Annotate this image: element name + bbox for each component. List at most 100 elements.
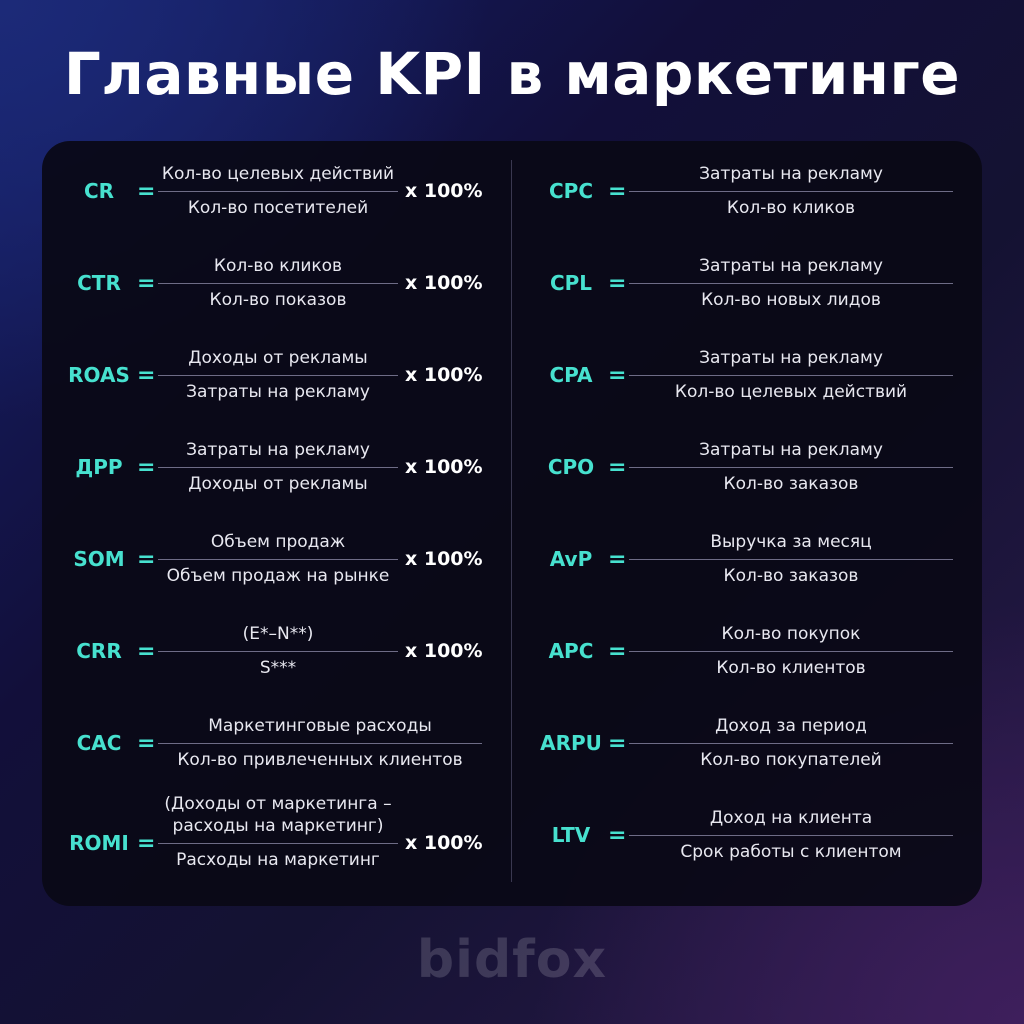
numerator: Кол-во кликов (213, 256, 343, 276)
fraction-bar (629, 375, 953, 376)
multiplier: x 100% (405, 364, 483, 386)
fraction-bar (629, 191, 953, 192)
denominator: Доходы от рекламы (188, 474, 368, 494)
multiplier: x 100% (405, 180, 483, 202)
numerator: Кол-во покупок (721, 624, 861, 644)
equals-sign: = (608, 546, 627, 572)
denominator: Кол-во кликов (726, 198, 856, 218)
denominator: Кол-во клиентов (716, 658, 866, 678)
fraction: Кол-во кликов Кол-во показов (158, 237, 398, 329)
equals-sign: = (608, 822, 627, 848)
formula-row-roas: ROAS = Доходы от рекламы Затраты на рекл… (42, 329, 512, 421)
metric-abbr: CRR (76, 639, 122, 663)
equals-sign: = (137, 638, 156, 664)
formula-row-cpc: CPC = Затраты на рекламу Кол-во кликов (512, 145, 982, 237)
metric-abbr: SOM (73, 547, 125, 571)
fraction: Объем продаж Объем продаж на рынке (158, 513, 398, 605)
fraction: Доход на клиента Срок работы с клиентом (629, 789, 953, 881)
metric-abbr: CTR (77, 271, 121, 295)
formula-row-cpa: CPA = Затраты на рекламу Кол-во целевых … (512, 329, 982, 421)
formula-row-arpu: ARPU = Доход за период Кол-во покупателе… (512, 697, 982, 789)
equals-sign: = (137, 362, 156, 388)
denominator: Расходы на маркетинг (176, 850, 380, 870)
fraction-bar (629, 835, 953, 836)
fraction: (Доходы от маркетинга – расходы на марке… (158, 793, 398, 893)
formula-row-drr: ДРР = Затраты на рекламу Доходы от рекла… (42, 421, 512, 513)
formula-row-cr: CR = Кол-во целевых действий Кол-во посе… (42, 145, 512, 237)
right-formula-column: CPC = Затраты на рекламу Кол-во кликов C… (512, 141, 982, 906)
fraction-bar (629, 283, 953, 284)
fraction-bar (629, 559, 953, 560)
numerator-line-2: расходы на маркетинг) (172, 816, 384, 836)
multiplier: x 100% (405, 640, 483, 662)
equals-sign: = (137, 546, 156, 572)
fraction-bar (629, 467, 953, 468)
denominator: Кол-во заказов (723, 566, 859, 586)
equals-sign: = (608, 730, 627, 756)
fraction: (E*–N**) S*** (158, 605, 398, 697)
equals-sign: = (608, 454, 627, 480)
multiplier: x 100% (405, 456, 483, 478)
denominator: Кол-во посетителей (187, 198, 369, 218)
formula-row-ltv: LTV = Доход на клиента Срок работы с кли… (512, 789, 982, 881)
fraction: Затраты на рекламу Кол-во заказов (629, 421, 953, 513)
metric-abbr: LTV (551, 823, 591, 847)
metric-abbr: ДРР (75, 455, 123, 479)
fraction-bar (158, 743, 482, 744)
fraction: Затраты на рекламу Кол-во целевых действ… (629, 329, 953, 421)
formula-card (42, 141, 982, 906)
fraction-bar (158, 843, 398, 844)
equals-sign: = (137, 270, 156, 296)
equals-sign: = (608, 270, 627, 296)
numerator: Затраты на рекламу (699, 164, 883, 184)
metric-abbr: CPC (548, 179, 593, 203)
denominator: Кол-во новых лидов (701, 290, 881, 310)
formula-row-cac: CAC = Маркетинговые расходы Кол-во привл… (42, 697, 512, 789)
numerator: Доход на клиента (709, 808, 873, 828)
numerator: Маркетинговые расходы (208, 716, 432, 736)
fraction-bar (158, 651, 398, 652)
equals-sign: = (137, 730, 156, 756)
fraction: Выручка за месяц Кол-во заказов (629, 513, 953, 605)
fraction: Доход за период Кол-во покупателей (629, 697, 953, 789)
formula-row-crr: CRR = (E*–N**) S*** x 100% (42, 605, 512, 697)
fraction-bar (158, 467, 398, 468)
fraction-bar (158, 375, 398, 376)
numerator: Затраты на рекламу (699, 256, 883, 276)
multiplier: x 100% (405, 548, 483, 570)
multiplier: x 100% (405, 272, 483, 294)
fraction: Затраты на рекламу Кол-во кликов (629, 145, 953, 237)
denominator: Кол-во целевых действий (674, 382, 908, 402)
denominator: Объем продаж на рынке (166, 566, 390, 586)
fraction: Затраты на рекламу Кол-во новых лидов (629, 237, 953, 329)
fraction: Кол-во покупок Кол-во клиентов (629, 605, 953, 697)
fraction-bar (629, 743, 953, 744)
equals-sign: = (608, 638, 627, 664)
numerator: Затраты на рекламу (699, 348, 883, 368)
formula-row-romi: ROMI = (Доходы от маркетинга – расходы н… (42, 793, 512, 893)
metric-abbr: APC (548, 639, 594, 663)
fraction: Маркетинговые расходы Кол-во привлеченны… (158, 697, 482, 789)
denominator: Кол-во покупателей (700, 750, 882, 770)
numerator: Доход за период (715, 716, 867, 736)
numerator: Затраты на рекламу (699, 440, 883, 460)
fraction-bar (158, 283, 398, 284)
numerator: Доходы от рекламы (188, 348, 368, 368)
page-title: Главные KPI в маркетинге (63, 40, 961, 108)
equals-sign: = (608, 178, 627, 204)
multiplier: x 100% (405, 832, 483, 854)
fraction-bar (158, 191, 398, 192)
equals-sign: = (608, 362, 627, 388)
column-divider (511, 160, 512, 882)
denominator: Кол-во заказов (723, 474, 859, 494)
metric-abbr: AvP (549, 547, 593, 571)
metric-abbr: CAC (76, 731, 122, 755)
formula-row-apc: APC = Кол-во покупок Кол-во клиентов (512, 605, 982, 697)
formula-row-ctr: CTR = Кол-во кликов Кол-во показов x 100… (42, 237, 512, 329)
formula-row-cpl: CPL = Затраты на рекламу Кол-во новых ли… (512, 237, 982, 329)
denominator: S*** (259, 658, 297, 678)
denominator: Затраты на рекламу (186, 382, 370, 402)
metric-abbr: CPA (549, 363, 593, 387)
metric-abbr: CPO (547, 455, 595, 479)
numerator: Выручка за месяц (710, 532, 872, 552)
